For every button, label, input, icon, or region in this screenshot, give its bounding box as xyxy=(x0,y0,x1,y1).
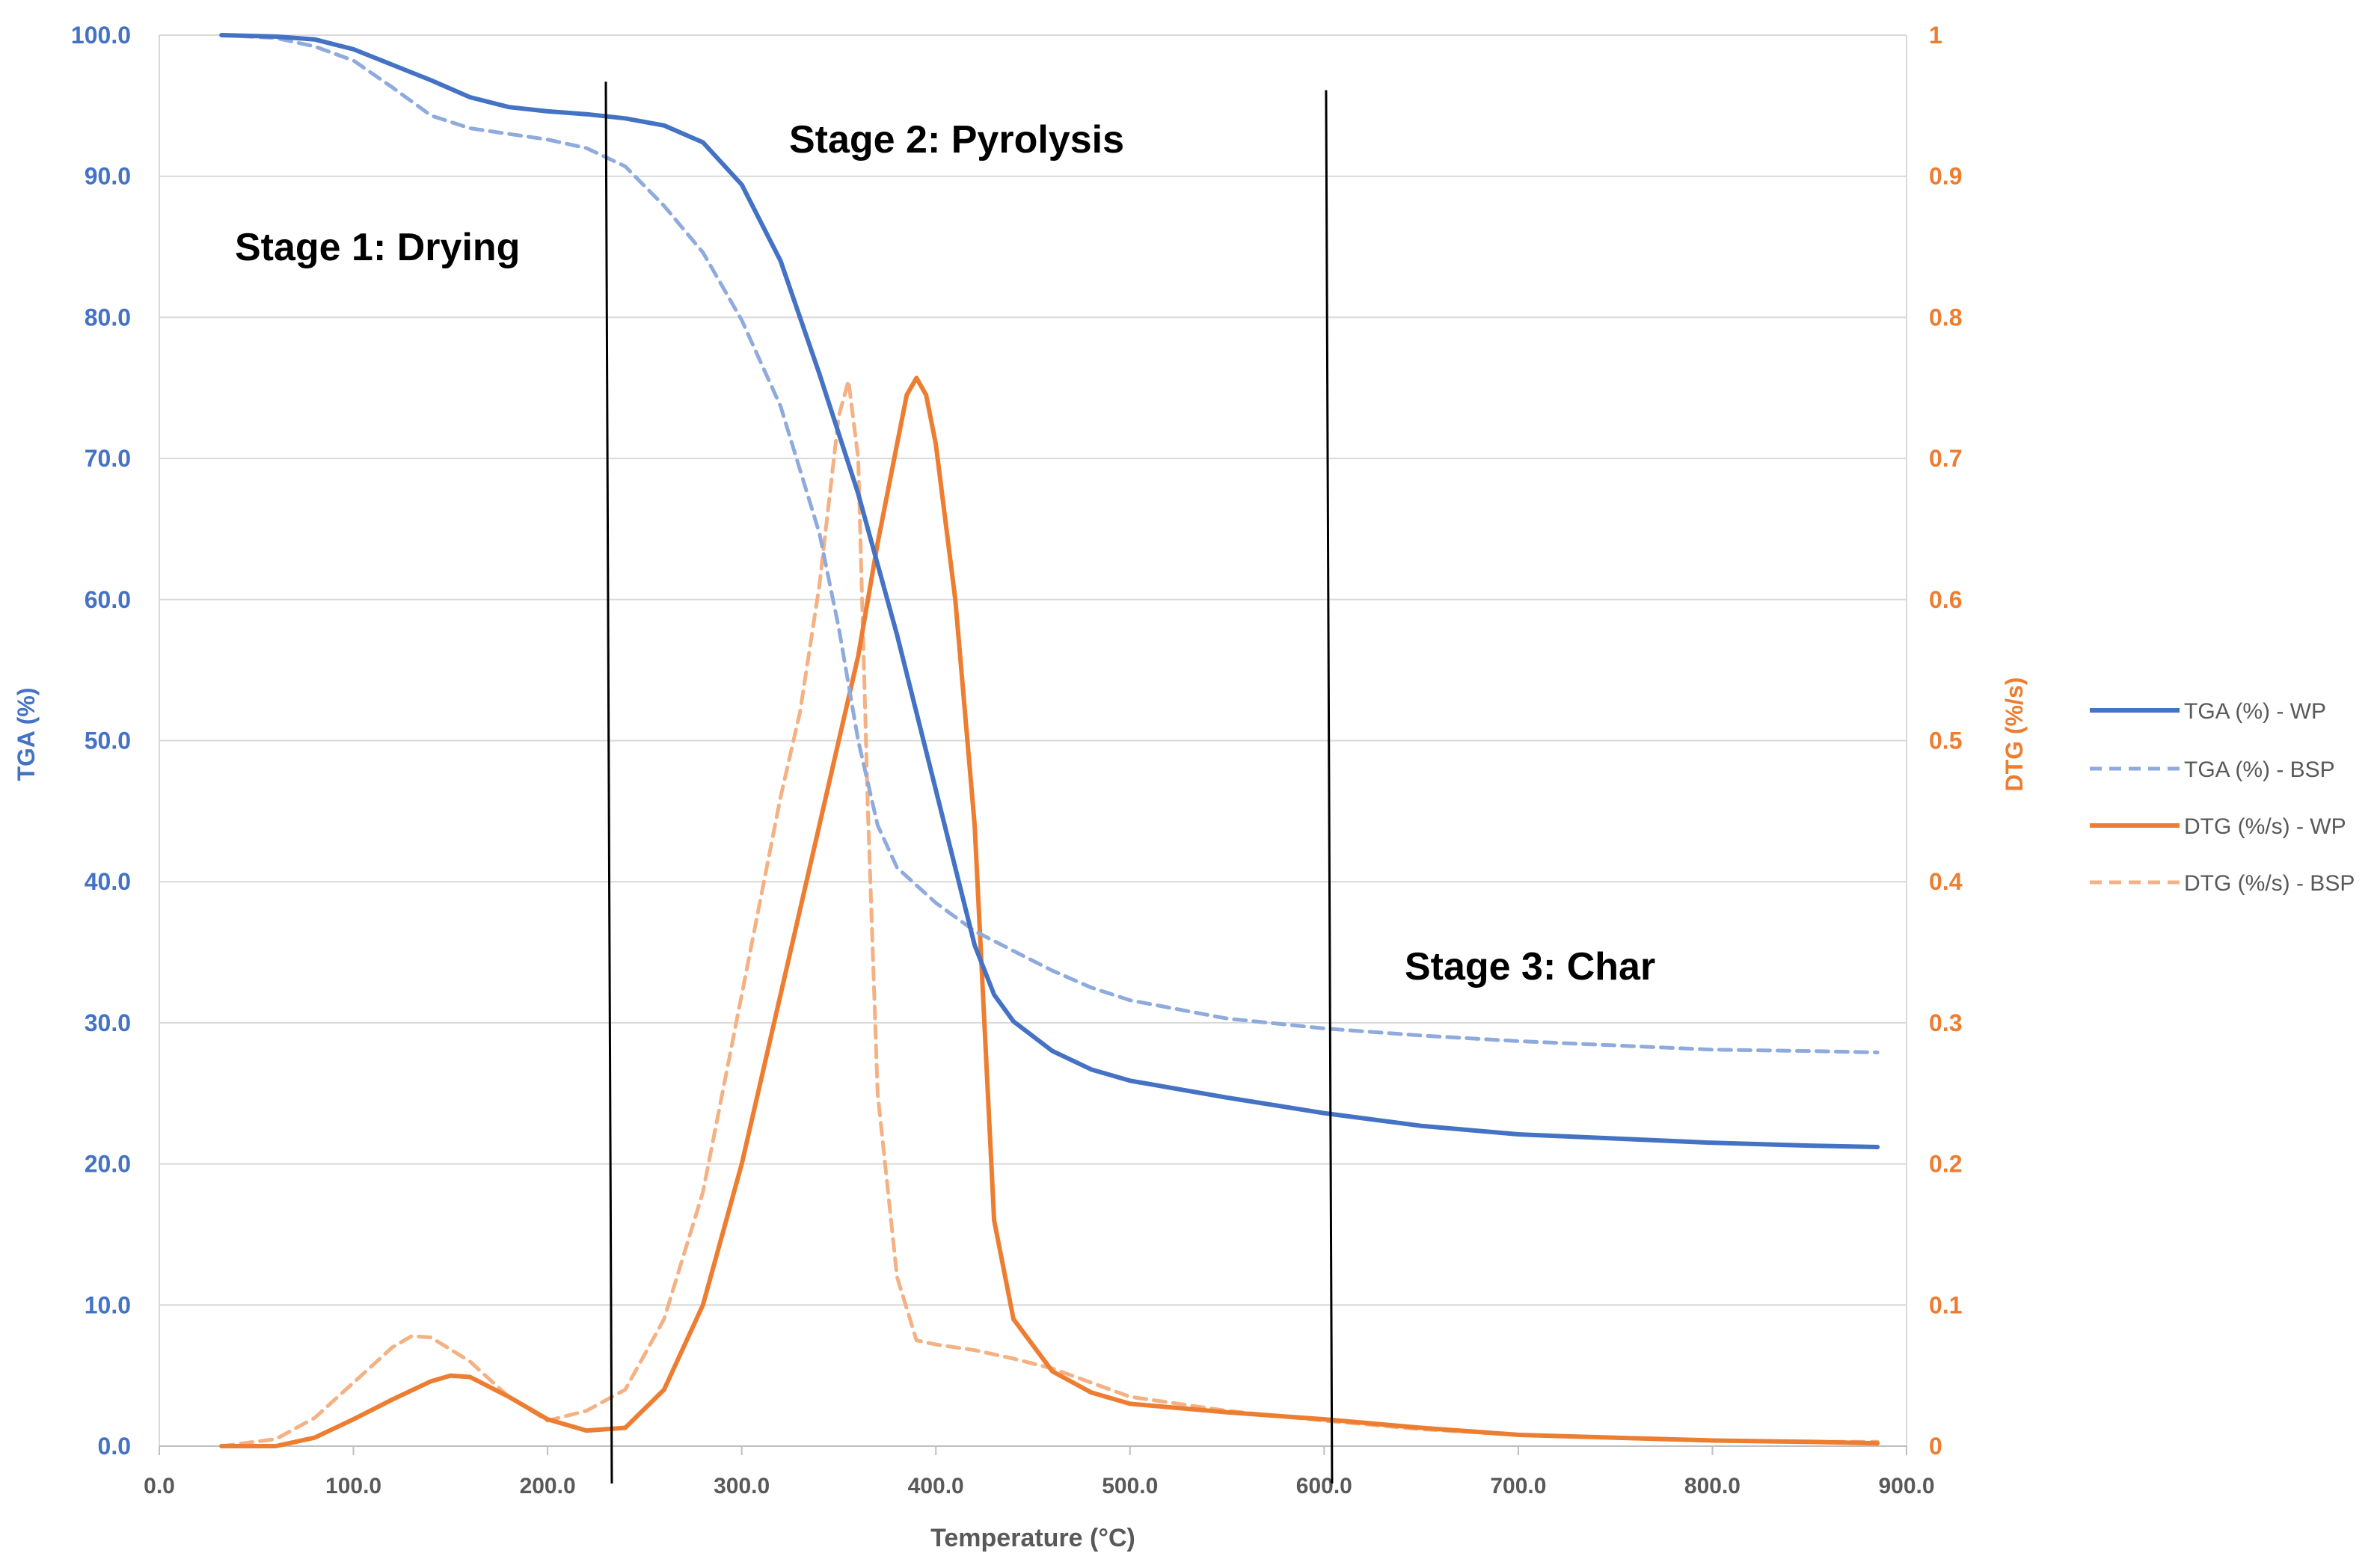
stage-divider-2 xyxy=(1325,90,1334,1484)
legend-item-dtg-wp: DTG (%/s) - WP xyxy=(2090,814,2346,839)
legend-item-dtg-bsp: DTG (%/s) - BSP xyxy=(2090,871,2355,896)
y-right-tick-label: 0.1 xyxy=(1929,1291,1962,1318)
y-left-tick-label: 40.0 xyxy=(85,868,131,895)
y-left-tick-label: 80.0 xyxy=(85,304,131,330)
y-left-tick-label: 100.0 xyxy=(71,22,131,49)
y-right-tick-label: 0.5 xyxy=(1929,728,1962,754)
y-right-tick-label: 1 xyxy=(1929,22,1942,49)
x-tick-label: 100.0 xyxy=(325,1474,381,1498)
y-right-tick-label: 0 xyxy=(1929,1433,1942,1460)
y-axis-title-right: DTG (%/s) xyxy=(2001,677,2028,792)
series-line-dtg-s-wp xyxy=(219,375,1880,1448)
x-tick-label: 600.0 xyxy=(1296,1474,1352,1498)
stage-3-label: Stage 3: Char xyxy=(1405,945,1655,989)
y-right-tick-label: 0.3 xyxy=(1929,1009,1962,1036)
y-left-tick-label: 90.0 xyxy=(85,163,131,190)
stage-2-label: Stage 2: Pyrolysis xyxy=(789,118,1124,162)
series-line-tga-bsp xyxy=(219,33,1880,1054)
x-tick-label: 700.0 xyxy=(1490,1474,1546,1498)
legend-item-tga-wp: TGA (%) - WP xyxy=(2090,699,2326,724)
series-line-tga-wp xyxy=(219,33,1880,1149)
y-left-tick-label: 60.0 xyxy=(85,586,131,613)
y-right-tick-label: 0.9 xyxy=(1929,163,1962,190)
stage-dividers xyxy=(604,82,1334,1484)
y-left-tick-label: 20.0 xyxy=(85,1151,131,1178)
y-right-tick-label: 0.4 xyxy=(1929,868,1963,895)
legend-label-dtg-wp: DTG (%/s) - WP xyxy=(2184,814,2346,839)
legend-label-tga-bsp: TGA (%) - BSP xyxy=(2184,757,2335,782)
x-tick-label: 900.0 xyxy=(1878,1474,1934,1498)
y-left-tick-label: 70.0 xyxy=(85,445,131,472)
y-right-tick-label: 0.2 xyxy=(1929,1151,1962,1178)
legend: TGA (%) - WP TGA (%) - BSP DTG (%/s) - W… xyxy=(2090,699,2355,896)
legend-item-tga-bsp: TGA (%) - BSP xyxy=(2090,757,2335,782)
legend-label-tga-wp: TGA (%) - WP xyxy=(2184,699,2326,724)
x-axis-title: Temperature (°C) xyxy=(930,1524,1135,1552)
x-tick-label: 800.0 xyxy=(1684,1474,1740,1498)
y-left-tick-label: 50.0 xyxy=(85,728,131,754)
x-tick-label: 400.0 xyxy=(908,1474,964,1498)
data-series xyxy=(219,33,1880,1448)
stage-1-label: Stage 1: Drying xyxy=(235,226,520,269)
y-left-tick-label: 10.0 xyxy=(85,1291,131,1318)
x-tick-label: 500.0 xyxy=(1102,1474,1158,1498)
gridlines xyxy=(159,34,1907,1447)
y-right-tick-label: 0.8 xyxy=(1929,304,1962,330)
y-axis-title-left: TGA (%) xyxy=(13,687,40,781)
y-left-tick-label: 30.0 xyxy=(85,1009,131,1036)
stage-divider-1 xyxy=(604,82,613,1484)
x-tick-label: 200.0 xyxy=(520,1474,576,1498)
y-right-tick-label: 0.6 xyxy=(1929,586,1962,613)
y-right-tick-label: 0.7 xyxy=(1929,445,1962,472)
x-tick-label: 0.0 xyxy=(144,1474,175,1498)
axis-ticks: 0.0 010.0 0.120.0 0.230.0 0.340.0 0.450.0 0.56… xyxy=(71,22,1963,1498)
legend-label-dtg-bsp: DTG (%/s) - BSP xyxy=(2184,871,2355,896)
x-tick-label: 300.0 xyxy=(714,1474,770,1498)
y-left-tick-label: 0.0 xyxy=(98,1433,131,1460)
